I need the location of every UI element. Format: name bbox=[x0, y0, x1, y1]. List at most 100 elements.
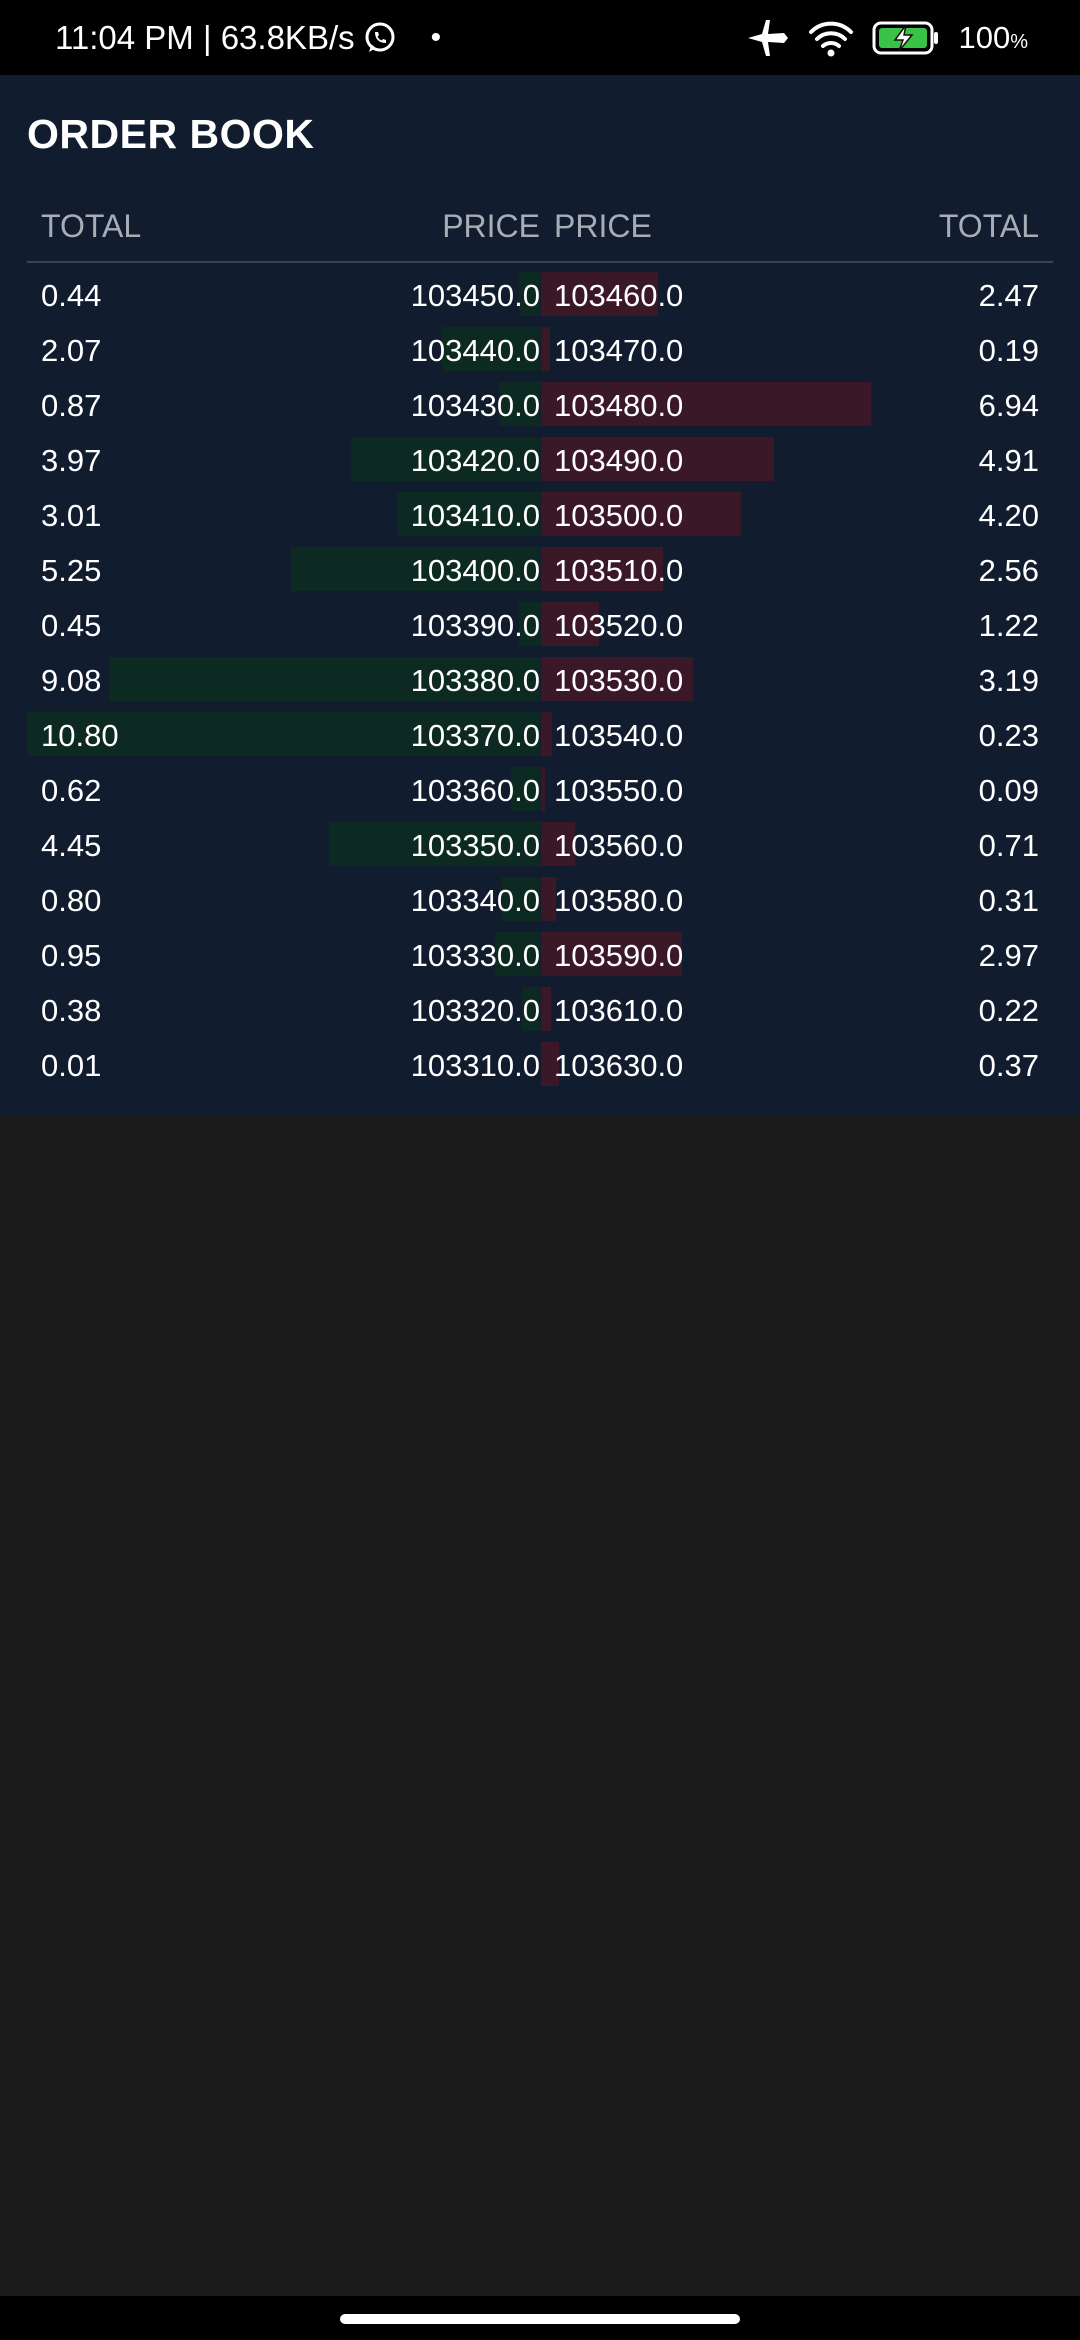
ask-price-cell: 103610.0 bbox=[554, 993, 684, 1028]
order-book-row[interactable]: 9.08 103380.0 103530.0 3.19 bbox=[27, 652, 1053, 707]
order-book-row[interactable]: 0.62 103360.0 103550.0 0.09 bbox=[27, 762, 1053, 817]
bid-price-cell: 103350.0 bbox=[410, 828, 540, 863]
order-book-row[interactable]: 0.87 103430.0 103480.0 6.94 bbox=[27, 377, 1053, 432]
bid-total-cell: 0.44 bbox=[41, 278, 102, 313]
order-book-row[interactable]: 0.80 103340.0 103580.0 0.31 bbox=[27, 872, 1053, 927]
ask-total-cell: 0.22 bbox=[978, 993, 1039, 1028]
ask-depth-bar bbox=[541, 382, 871, 426]
bid-depth-bar bbox=[511, 767, 540, 811]
ask-depth-bar bbox=[541, 657, 693, 701]
header-bid-price: PRICE bbox=[442, 208, 540, 244]
header-ask-price: PRICE bbox=[554, 208, 652, 244]
bid-depth-bar bbox=[495, 932, 540, 976]
bid-price-cell: 103360.0 bbox=[410, 773, 540, 808]
order-book-row[interactable]: 10.80 103370.0 103540.0 0.23 bbox=[27, 707, 1053, 762]
ask-total-cell: 0.09 bbox=[978, 773, 1039, 808]
ask-depth-bar bbox=[541, 272, 658, 316]
ask-total-cell: 0.31 bbox=[978, 883, 1039, 918]
bid-total-cell: 0.95 bbox=[41, 938, 102, 973]
bid-price-cell: 103390.0 bbox=[410, 608, 540, 643]
ask-price-cell: 103500.0 bbox=[554, 498, 684, 533]
order-book-title: ORDER BOOK bbox=[27, 111, 315, 157]
bid-total-cell: 2.07 bbox=[41, 333, 102, 368]
ask-price-cell: 103490.0 bbox=[554, 443, 684, 478]
order-book-row[interactable]: 5.25 103400.0 103510.0 2.56 bbox=[27, 542, 1053, 597]
ask-price-cell: 103530.0 bbox=[554, 663, 684, 698]
order-book-row[interactable]: 2.07 103440.0 103470.0 0.19 bbox=[27, 322, 1053, 377]
bid-price-cell: 103440.0 bbox=[410, 333, 540, 368]
bid-total-cell: 9.08 bbox=[41, 663, 102, 698]
bid-depth-bar bbox=[519, 602, 540, 646]
order-book-row[interactable]: 4.45 103350.0 103560.0 0.71 bbox=[27, 817, 1053, 872]
bid-depth-bar bbox=[499, 382, 540, 426]
ask-depth-bar bbox=[541, 492, 741, 536]
ask-total-cell: 2.56 bbox=[978, 553, 1039, 588]
ask-price-cell: 103460.0 bbox=[554, 278, 684, 313]
ask-total-cell: 0.19 bbox=[978, 333, 1039, 368]
bid-depth-bar bbox=[109, 657, 540, 701]
battery-charging-icon bbox=[872, 20, 940, 56]
wifi-icon bbox=[808, 18, 854, 58]
bid-total-cell: 0.80 bbox=[41, 883, 102, 918]
ask-total-cell: 6.94 bbox=[978, 388, 1039, 423]
ask-price-cell: 103630.0 bbox=[554, 1048, 684, 1083]
ask-depth-bar bbox=[541, 1042, 559, 1086]
ask-depth-bar bbox=[541, 877, 556, 921]
header-divider bbox=[27, 261, 1053, 263]
bid-total-cell: 0.87 bbox=[41, 388, 102, 423]
bid-depth-bar bbox=[442, 327, 540, 371]
navigation-bar bbox=[0, 2296, 1080, 2340]
bid-depth-bar bbox=[522, 987, 540, 1031]
ask-depth-bar bbox=[541, 712, 552, 756]
whatsapp-icon bbox=[363, 21, 397, 55]
home-indicator[interactable] bbox=[340, 2314, 740, 2324]
bid-depth-bar bbox=[519, 272, 540, 316]
order-book-row[interactable]: 0.95 103330.0 103590.0 2.97 bbox=[27, 927, 1053, 982]
header-bid-total: TOTAL bbox=[41, 208, 142, 244]
order-book-row[interactable]: 3.01 103410.0 103500.0 4.20 bbox=[27, 487, 1053, 542]
order-book-header-row: TOTAL PRICE PRICE TOTAL bbox=[27, 195, 1053, 255]
ask-price-cell: 103510.0 bbox=[554, 553, 684, 588]
bid-total-cell: 3.97 bbox=[41, 443, 102, 478]
bid-price-cell: 103380.0 bbox=[410, 663, 540, 698]
bid-depth-bar bbox=[502, 877, 540, 921]
bid-price-cell: 103320.0 bbox=[410, 993, 540, 1028]
order-book-row[interactable]: 0.38 103320.0 103610.0 0.22 bbox=[27, 982, 1053, 1037]
ask-price-cell: 103480.0 bbox=[554, 388, 684, 423]
bid-price-cell: 103370.0 bbox=[410, 718, 540, 753]
battery-percent: 100% bbox=[958, 20, 1028, 56]
bid-total-cell: 0.45 bbox=[41, 608, 102, 643]
ask-price-cell: 103470.0 bbox=[554, 333, 684, 368]
ask-price-cell: 103560.0 bbox=[554, 828, 684, 863]
battery-percent-sign: % bbox=[1010, 30, 1028, 53]
bid-depth-bar bbox=[329, 822, 540, 866]
bid-depth-bar bbox=[397, 492, 540, 536]
order-book-row[interactable]: 0.01 103310.0 103630.0 0.37 bbox=[27, 1037, 1053, 1092]
order-book-row[interactable]: 3.97 103420.0 103490.0 4.91 bbox=[27, 432, 1053, 487]
bid-price-cell: 103430.0 bbox=[410, 388, 540, 423]
ask-depth-bar bbox=[541, 602, 599, 646]
bid-total-cell: 4.45 bbox=[41, 828, 102, 863]
ask-price-cell: 103520.0 bbox=[554, 608, 684, 643]
battery-percent-value: 100 bbox=[958, 19, 1011, 55]
ask-depth-bar bbox=[541, 767, 545, 811]
bid-total-cell: 5.25 bbox=[41, 553, 102, 588]
ask-total-cell: 2.97 bbox=[978, 938, 1039, 973]
bid-depth-bar bbox=[291, 547, 540, 591]
bid-price-cell: 103420.0 bbox=[410, 443, 540, 478]
bid-total-cell: 10.80 bbox=[41, 718, 119, 753]
bid-depth-bar bbox=[351, 437, 540, 481]
bid-price-cell: 103400.0 bbox=[410, 553, 540, 588]
bid-price-cell: 103450.0 bbox=[410, 278, 540, 313]
order-book-panel: ORDER BOOK TOTAL PRICE PRICE TOTAL 0.44 1… bbox=[0, 75, 1080, 1115]
order-book-row[interactable]: 0.45 103390.0 103520.0 1.22 bbox=[27, 597, 1053, 652]
ask-depth-bar bbox=[541, 327, 550, 371]
order-book-row[interactable]: 0.44 103450.0 103460.0 2.47 bbox=[27, 267, 1053, 322]
ask-total-cell: 3.19 bbox=[978, 663, 1039, 698]
bid-total-cell: 0.01 bbox=[41, 1048, 102, 1083]
status-dot: • bbox=[430, 20, 442, 54]
airplane-mode-icon bbox=[746, 18, 790, 58]
ask-total-cell: 0.37 bbox=[978, 1048, 1039, 1083]
ask-total-cell: 4.91 bbox=[978, 443, 1039, 478]
bid-total-cell: 3.01 bbox=[41, 498, 102, 533]
